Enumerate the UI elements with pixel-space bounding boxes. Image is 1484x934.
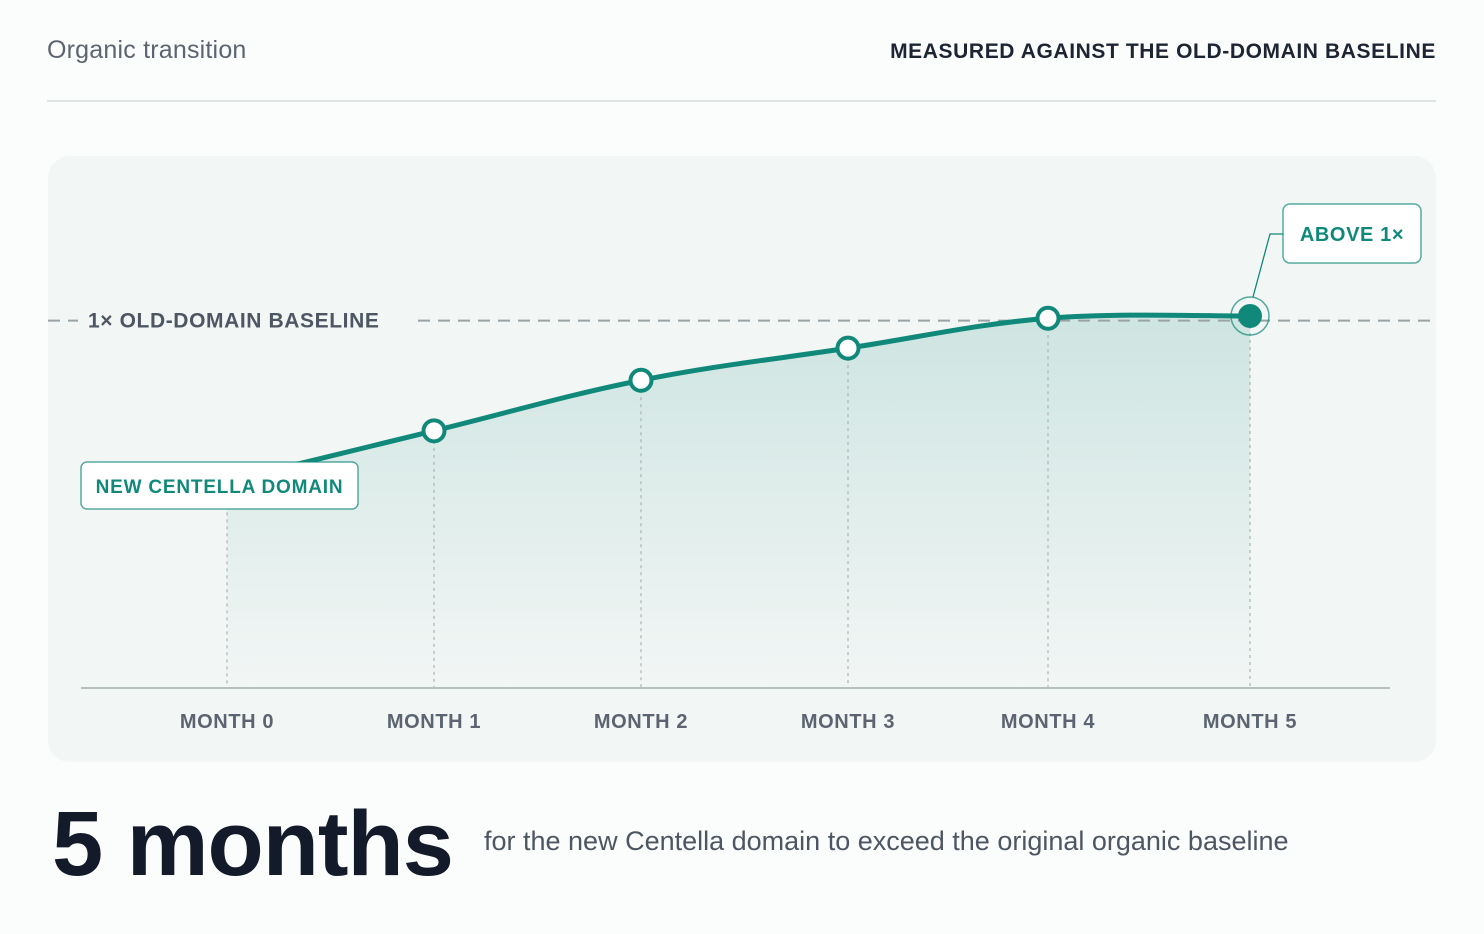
data-point — [628, 367, 654, 393]
area-fill — [227, 315, 1250, 688]
page-title: Organic transition — [47, 36, 247, 64]
data-point — [1035, 305, 1061, 331]
summary-figure: 5 months — [52, 793, 454, 895]
start-label: NEW CENTELLA DOMAIN — [96, 477, 344, 498]
baseline-label: 1× OLD-DOMAIN BASELINE — [88, 310, 379, 333]
data-point — [1238, 304, 1262, 328]
x-tick-label: MONTH 1 — [387, 711, 481, 733]
x-tick-label: MONTH 5 — [1203, 711, 1297, 733]
start-label-box — [80, 461, 359, 510]
header-divider — [47, 100, 1436, 102]
x-tick-label: MONTH 3 — [801, 711, 895, 733]
data-point — [835, 335, 861, 361]
end-label-leader — [1252, 233, 1283, 298]
x-tick-label: MONTH 4 — [1001, 711, 1095, 733]
page-subtitle: MEASURED AGAINST THE OLD-DOMAIN BASELINE — [890, 40, 1436, 63]
x-tick-label: MONTH 0 — [180, 711, 274, 733]
end-label: ABOVE 1× — [1300, 224, 1404, 246]
data-point — [421, 418, 447, 444]
x-tick-label: MONTH 2 — [594, 711, 688, 733]
series-line — [224, 312, 1253, 484]
end-label-box — [1282, 203, 1422, 264]
summary-caption: for the new Centella domain to exceed th… — [484, 826, 1289, 856]
data-point-halo — [1230, 296, 1270, 336]
